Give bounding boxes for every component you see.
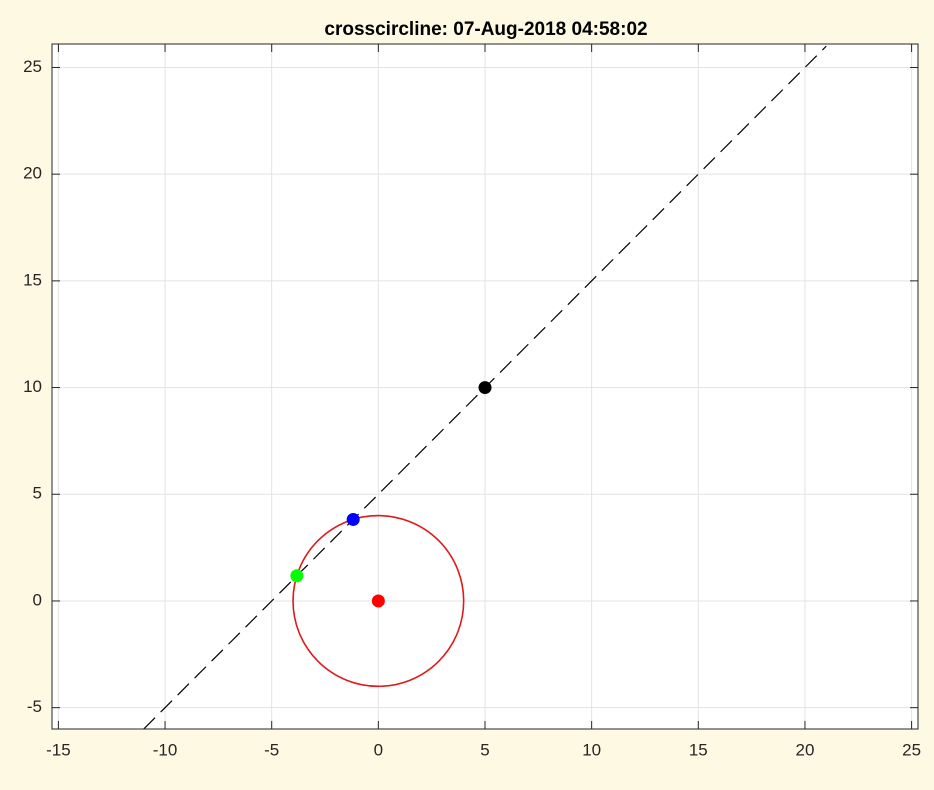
y-tick-label: 25 xyxy=(23,57,42,76)
point xyxy=(290,569,304,583)
grid xyxy=(52,44,918,729)
y-tick-label: 15 xyxy=(23,270,42,289)
y-tick-label: 0 xyxy=(33,590,42,609)
x-tick-label: 0 xyxy=(374,740,383,759)
circle xyxy=(292,514,465,688)
y-tick-label: 20 xyxy=(23,164,42,183)
axes-box xyxy=(51,43,919,730)
x-tick-label: 15 xyxy=(689,740,708,759)
marks xyxy=(143,45,827,729)
x-tick-label: 25 xyxy=(902,740,921,759)
point xyxy=(478,381,492,395)
y-tick-label: 10 xyxy=(23,377,42,396)
y-tick-label: -5 xyxy=(27,697,42,716)
point xyxy=(371,594,385,608)
x-tick-label: -15 xyxy=(46,740,71,759)
point xyxy=(346,512,360,526)
y-tick-label: 5 xyxy=(33,484,42,503)
axes: -15 -10 -5 0 5 10 15 20 25 -5 0 5 10 15 20 25 xyxy=(23,43,921,759)
x-tick-label: -5 xyxy=(264,740,279,759)
x-tick-label: 20 xyxy=(795,740,814,759)
chart-title: crosscircline: 07-Aug-2018 04:58:02 xyxy=(324,19,647,40)
x-tick-label: 5 xyxy=(480,740,489,759)
x-tick-label: -10 xyxy=(153,740,178,759)
x-tick-label: 10 xyxy=(582,740,601,759)
